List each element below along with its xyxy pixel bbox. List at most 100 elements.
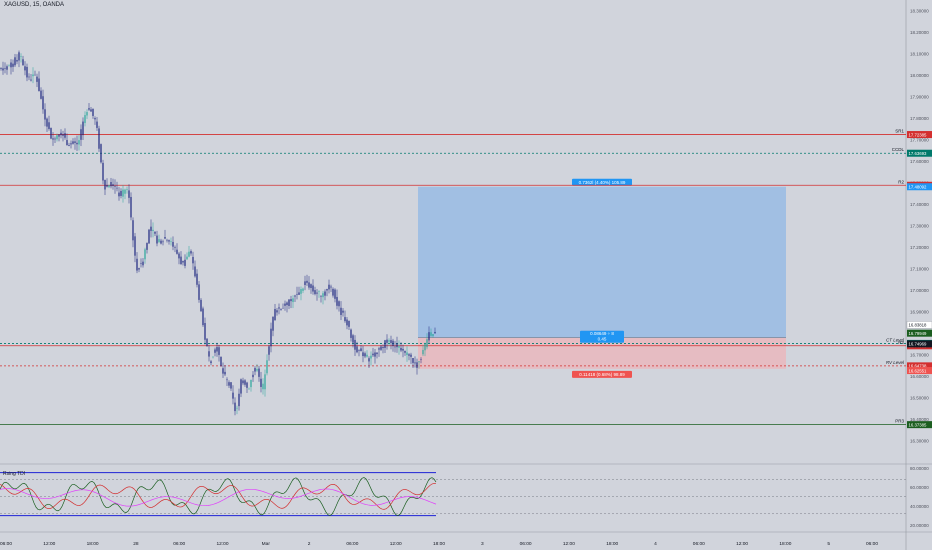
y-tick-label: 17.20000 <box>910 245 929 250</box>
candle-body <box>242 380 244 384</box>
rsi-y-tick-label: 60.00000 <box>910 485 929 490</box>
x-tick-label: Mar <box>262 541 271 547</box>
rsi-signal-line <box>0 482 437 510</box>
candle-body <box>246 382 248 388</box>
candle-body <box>330 286 332 288</box>
candle-body <box>164 236 166 239</box>
candle-body <box>102 162 104 181</box>
candle-body <box>106 184 108 187</box>
x-tick-label: 06:00 <box>346 541 358 547</box>
y-tick-label: 17.40000 <box>910 202 929 207</box>
candle-body <box>50 127 52 139</box>
x-tick-label: 5 <box>827 541 830 547</box>
candle-body <box>28 76 30 78</box>
candle-body <box>72 141 74 144</box>
price-tag: 16.64738 <box>909 364 928 369</box>
x-tick-label: 18:00 <box>606 541 618 547</box>
candle-body <box>130 196 132 218</box>
candle-body <box>108 184 110 188</box>
candle-body <box>40 90 42 99</box>
candle-body <box>430 332 432 336</box>
candle-body <box>300 289 302 294</box>
candle-body <box>14 57 16 66</box>
candle-body <box>274 309 276 321</box>
candle-body <box>286 302 288 306</box>
candle-body <box>348 320 350 327</box>
candle-body <box>324 291 326 296</box>
candle-body <box>104 179 106 190</box>
candle-body <box>20 56 22 57</box>
candle-body <box>46 118 48 127</box>
x-tick-label: 12:00 <box>216 541 228 547</box>
x-tick-label: 06:00 <box>520 541 532 547</box>
candle-body <box>398 345 400 348</box>
candle-body <box>30 79 32 81</box>
candle-body <box>386 339 388 343</box>
rsi-y-tick-label: 40.00000 <box>910 504 929 509</box>
stop-label-box <box>572 370 632 378</box>
candle-body <box>148 229 150 244</box>
candle-body <box>234 402 236 412</box>
candle-body <box>424 343 426 351</box>
price-tag: 16.83818 <box>909 323 928 328</box>
y-tick-label: 17.60000 <box>910 159 929 164</box>
candle-body <box>372 353 374 356</box>
x-tick-label: 3 <box>481 541 484 547</box>
candle-body <box>134 236 136 256</box>
price-tag-box <box>907 362 932 370</box>
x-tick-label: 06:00 <box>866 541 878 547</box>
target-label-box <box>572 178 632 186</box>
chart-title: XAGUSD, 15, OANDA <box>4 2 65 8</box>
candle-body <box>8 65 10 67</box>
candle-body <box>206 338 208 346</box>
x-tick-label: 12:00 <box>43 541 55 547</box>
y-tick-label: 18.20000 <box>910 30 929 35</box>
candle-body <box>6 66 8 70</box>
candle-body <box>332 288 334 296</box>
rsi-y-tick-label: 80.00000 <box>910 466 929 471</box>
level-label: R2 <box>898 179 904 184</box>
candle-body <box>150 226 152 231</box>
price-tag-box <box>907 131 932 139</box>
candle-body <box>44 109 46 120</box>
candle-body <box>0 68 2 69</box>
price-tag: 16.62551 <box>909 368 928 373</box>
candle-body <box>400 347 402 351</box>
candle-body <box>350 329 352 338</box>
candle-body <box>316 292 318 294</box>
candle-body <box>218 347 220 355</box>
price-tag: 17.63693 <box>909 151 928 156</box>
x-tick-label: 28 <box>133 541 139 547</box>
candle-body <box>182 261 184 263</box>
candle-body <box>244 380 246 385</box>
entry-label-line2: 0.45 <box>598 337 607 342</box>
candle-body <box>42 96 44 110</box>
candle-body <box>192 256 194 264</box>
candle-body <box>170 241 172 242</box>
candle-body <box>4 68 6 69</box>
candle-body <box>236 407 238 409</box>
candle-body <box>200 299 202 312</box>
candle-body <box>188 251 190 257</box>
candle-body <box>344 317 346 322</box>
candle-body <box>194 266 196 277</box>
level-label: RV Level <box>886 360 905 365</box>
candle-body <box>394 346 396 348</box>
candle-body <box>138 268 140 270</box>
candle-body <box>318 290 320 292</box>
candle-body <box>420 359 422 360</box>
rsi-fast-line <box>0 477 437 517</box>
candle-body <box>36 76 38 82</box>
candle-body <box>292 298 294 303</box>
candle-body <box>226 379 228 381</box>
candle-body <box>256 369 258 371</box>
x-tick-label: 4 <box>654 541 657 547</box>
y-tick-label: 17.90000 <box>910 95 929 100</box>
price-tag-box <box>907 329 932 337</box>
candle-body <box>392 340 394 347</box>
candle-body <box>310 284 312 288</box>
price-tag-box <box>907 340 932 348</box>
candle-body <box>224 371 226 375</box>
candle-body <box>180 256 182 265</box>
